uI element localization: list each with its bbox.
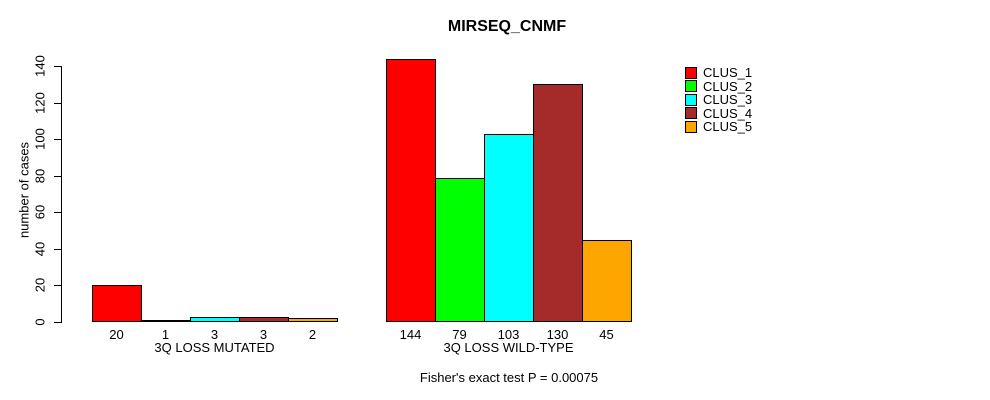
y-axis-tick [54,66,61,67]
bar-clus-3-group2 [484,134,534,322]
group-label-2: 3Q LOSS WILD-TYPE [443,340,574,355]
y-axis-tick-label: 80 [32,168,48,184]
y-axis-tick-label: 20 [32,277,48,293]
y-axis-tick [54,103,61,104]
legend-label: CLUS_2 [703,78,753,94]
bar-clus-4-group2 [533,84,583,322]
bar-value-label: 2 [308,327,317,342]
legend-swatch-clus-4 [685,107,697,120]
bar-value-label: 130 [546,327,569,342]
legend-label: CLUS_3 [703,92,753,108]
legend-label: CLUS_4 [703,105,753,121]
legend-swatch-clus-1 [685,66,697,79]
y-axis-tick-label: 100 [32,128,48,150]
y-axis-tick-label: 140 [32,55,48,77]
chart-title: MIRSEQ_CNMF [447,18,567,35]
bar-value-label: 103 [497,327,520,342]
bar-value-label: 144 [399,327,422,342]
bar-clus-2-group1 [141,320,191,322]
legend-item-clus-5: CLUS_5 [685,120,752,134]
y-axis-tick [54,249,61,250]
y-axis-tick-label: 120 [32,92,48,114]
legend-item-clus-3: CLUS_3 [685,93,752,107]
bar-clus-3-group1 [190,317,240,322]
legend-swatch-clus-5 [685,120,697,133]
legend-item-clus-1: CLUS_1 [685,66,752,80]
bar-value-label: 20 [109,327,124,342]
y-axis-label: number of cases [16,141,32,239]
legend-item-clus-4: CLUS_4 [685,107,752,121]
y-axis-tick [54,212,61,213]
y-axis-tick [54,139,61,140]
y-axis-tick-label: 40 [32,241,48,257]
legend-swatch-clus-2 [685,80,697,93]
bar-value-label: 1 [161,327,170,342]
bar-clus-4-group1 [239,317,289,322]
bar-clus-1-group1 [92,285,142,322]
legend: CLUS_1 CLUS_2 CLUS_3 CLUS_4 CLUS_5 [685,66,752,134]
y-axis-tick [54,322,61,323]
legend-item-clus-2: CLUS_2 [685,80,752,94]
bar-value-label: 79 [452,327,467,342]
bar-value-label: 3 [259,327,268,342]
bar-clus-2-group2 [435,178,485,322]
legend-label: CLUS_1 [703,65,753,81]
y-axis-tick-label: 0 [32,318,48,326]
legend-swatch-clus-3 [685,93,697,106]
bar-value-label: 45 [599,327,614,342]
y-axis-tick [54,285,61,286]
bar-clus-5-group1 [288,318,338,322]
group-label-1: 3Q LOSS MUTATED [154,340,275,355]
bar-clus-1-group2 [386,59,436,322]
fisher-test-caption: Fisher's exact test P = 0.00075 [419,370,599,385]
y-axis-tick [54,176,61,177]
legend-label: CLUS_5 [703,119,753,135]
bar-value-label: 3 [210,327,219,342]
y-axis-tick-label: 60 [32,204,48,220]
y-axis [61,66,62,323]
bar-clus-5-group2 [582,240,632,322]
